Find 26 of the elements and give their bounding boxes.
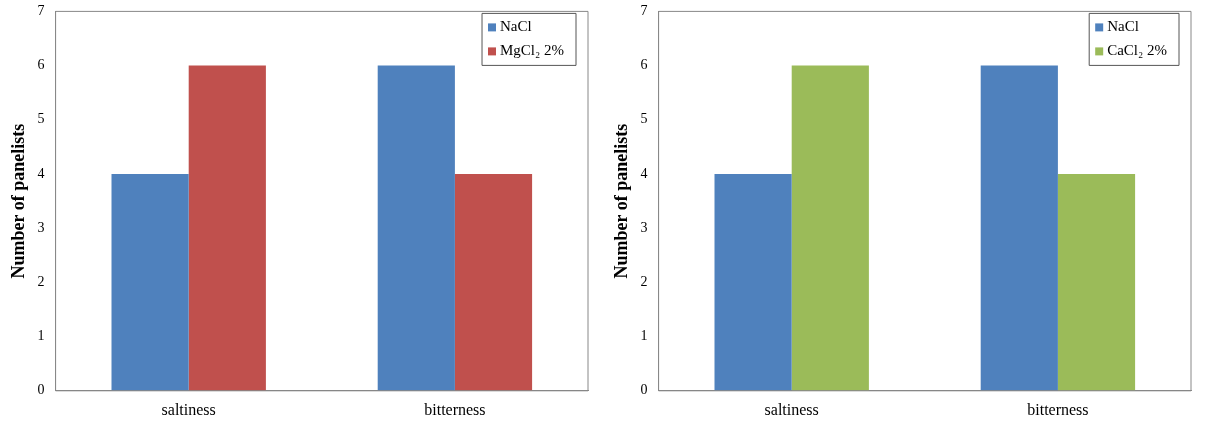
y-tick-label: 4 xyxy=(640,165,648,181)
legend-label: NaCl xyxy=(500,18,532,35)
y-tick-label: 4 xyxy=(37,165,45,181)
y-tick-label: 6 xyxy=(37,57,45,73)
legend-label: MgCl₂ 2% xyxy=(500,42,564,59)
y-tick-label: 2 xyxy=(37,274,45,290)
legend-label: NaCl xyxy=(1107,18,1139,35)
y-tick-label: 0 xyxy=(37,382,45,398)
y-tick-label: 3 xyxy=(37,219,45,235)
y-axis-title: Number of panelists xyxy=(8,123,29,279)
x-tick-label: saltiness xyxy=(764,400,819,418)
y-axis-title: Number of panelists xyxy=(611,123,632,279)
y-tick-label: 7 xyxy=(640,3,648,19)
y-tick-label: 7 xyxy=(37,3,45,19)
y-tick-label: 3 xyxy=(640,219,648,235)
y-tick-label: 5 xyxy=(37,111,45,127)
y-tick-label: 1 xyxy=(37,328,45,344)
y-tick-label: 2 xyxy=(640,274,648,290)
y-tick-label: 5 xyxy=(640,111,648,127)
y-tick-label: 0 xyxy=(640,382,648,398)
x-tick-label: saltiness xyxy=(161,400,216,418)
y-tick-label: 1 xyxy=(640,328,648,344)
legend-label: CaCl₂ 2% xyxy=(1107,42,1167,59)
x-tick-label: bitterness xyxy=(1027,400,1089,418)
y-tick-label: 6 xyxy=(640,57,648,73)
x-tick-label: bitterness xyxy=(424,400,486,418)
